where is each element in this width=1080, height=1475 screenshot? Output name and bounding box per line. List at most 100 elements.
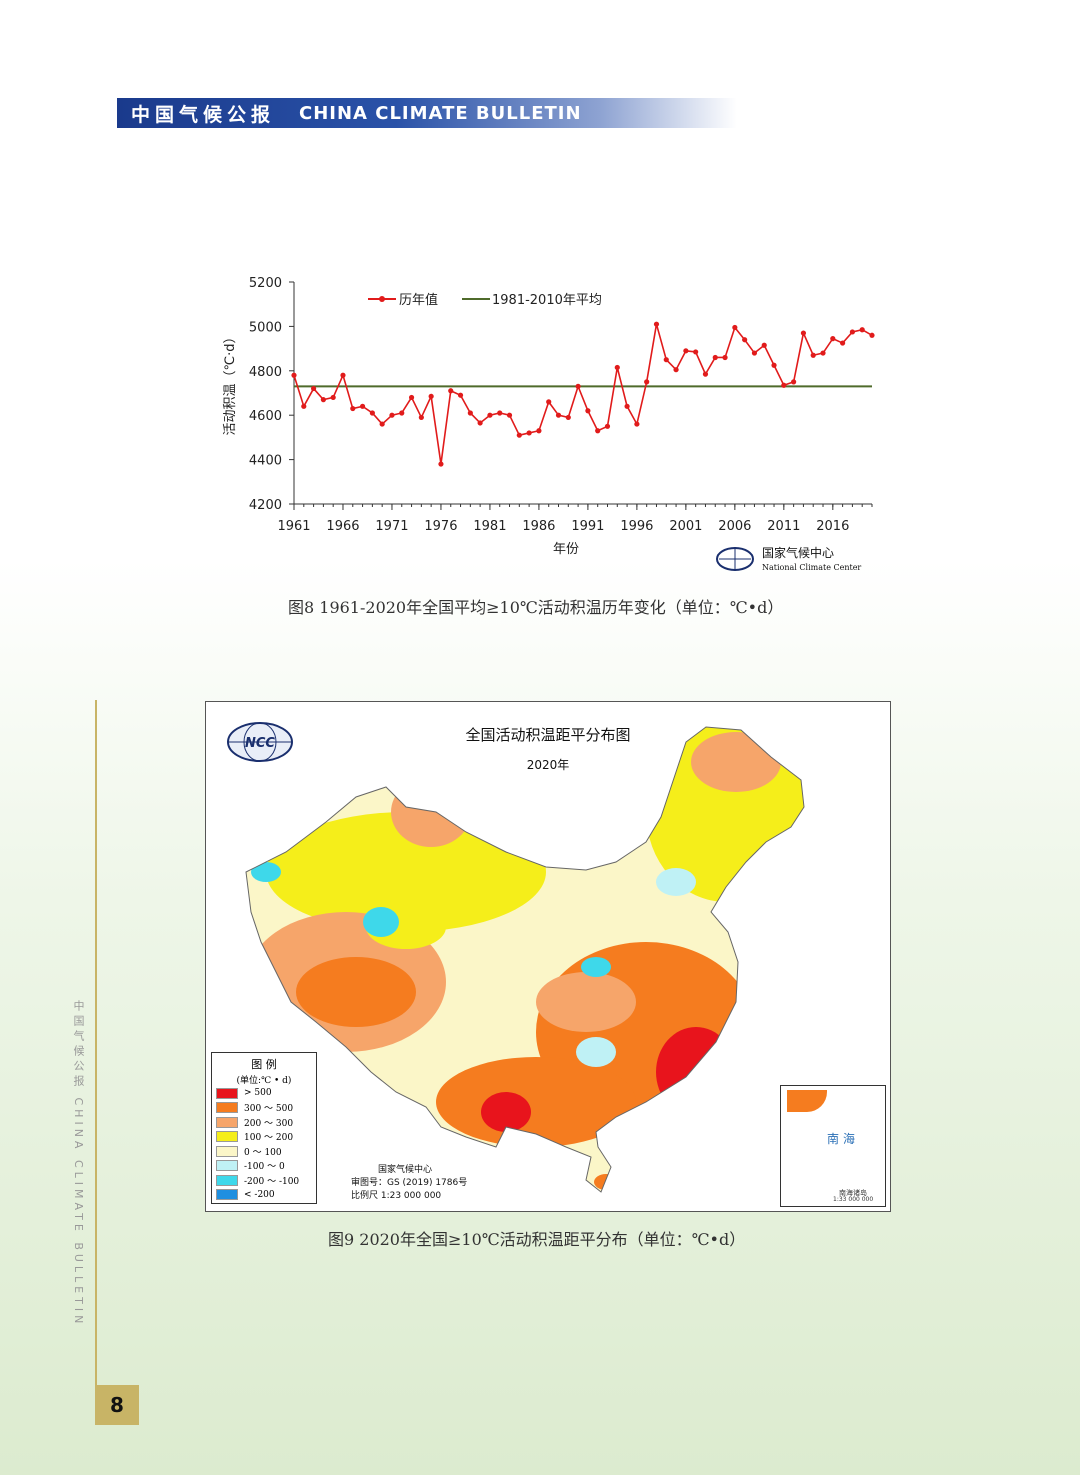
map-region [576,1037,616,1067]
x-tick-label: 1966 [326,519,359,534]
map-region [266,812,546,932]
data-point [526,430,532,436]
data-point [663,357,669,363]
side-rule [95,700,97,1390]
map-region [656,868,696,896]
data-point [644,379,650,385]
legend-label: > 500 [244,1088,272,1099]
data-point [585,408,591,414]
data-point [497,410,503,416]
legend-item: 200 ～ 300 [212,1115,316,1130]
data-point [428,393,434,399]
legend-swatch [216,1087,238,1099]
legend-label: -100 ～ 0 [244,1162,285,1173]
data-point [418,414,424,421]
data-point [614,364,620,371]
data-point [448,388,454,394]
legend-item: 300 ～ 500 [212,1101,316,1116]
data-point [820,350,826,356]
data-point [477,420,483,426]
data-point [487,412,493,418]
figure9-caption: 图9 2020年全国≥10℃活动积温距平分布（单位：℃•d） [328,1230,746,1249]
legend-swatch [216,1102,238,1114]
header-title-en: CHINA CLIMATE BULLETIN [299,102,582,124]
data-point [301,403,307,409]
map-logo: NCC [227,722,293,762]
y-tick-label: 4800 [249,365,282,380]
data-point [467,410,473,416]
header-title-cn: 中国气候公报 [131,103,276,126]
data-point [869,332,875,338]
map-region [691,732,781,792]
data-point [546,399,552,405]
data-point [369,410,375,416]
data-point [859,327,865,333]
x-tick-label: 2001 [669,519,702,534]
legend-label: -200 ～ -100 [244,1176,300,1187]
x-tick-label: 1981 [473,519,506,534]
legend-item: < -200 [212,1188,316,1203]
data-point [389,412,395,418]
data-point [624,403,630,409]
data-point [359,403,366,409]
map-region [536,972,636,1032]
legend-unit: (单位:℃ • d) [236,1076,292,1086]
data-point [291,372,297,378]
page-number: 8 [95,1385,139,1425]
data-point [810,352,816,358]
map-region [296,957,416,1027]
map-region [363,907,399,937]
data-point [683,348,689,354]
legend-title: 图 例 [251,1058,277,1071]
chart-legend: 历年值 1981-2010年平均 [368,292,602,308]
logo-text-en: National Climate Center [762,563,861,572]
legend-label: 100 ～ 200 [244,1133,294,1144]
data-point [516,432,522,438]
x-tick-label: 2011 [767,519,800,534]
data-point [506,412,513,418]
map-region [251,862,281,882]
y-tick-label: 4600 [249,409,282,424]
x-tick-label: 2016 [816,519,849,534]
map-credit-org: 国家气候中心 [378,1165,433,1175]
data-point [761,342,767,348]
data-point [330,394,336,401]
x-tick-label: 1961 [277,519,310,534]
data-point [742,337,748,343]
data-point [840,340,846,346]
legend-swatch [216,1174,238,1186]
data-point [595,428,601,434]
map-legend: 图 例 (单位:℃ • d) > 500 300 ～ 500 200 ～ 300 10… [211,1052,317,1204]
legend-label-average: 1981-2010年平均 [492,293,602,308]
legend-label-annual: 历年值 [399,292,438,308]
china-map [245,726,805,1193]
map-title: 全国活动积温距平分布图 [465,726,631,744]
data-point [751,350,758,356]
legend-item: -100 ～ 0 [212,1159,316,1174]
data-point [791,379,797,385]
y-tick-label: 4200 [249,498,282,513]
legend-label: 200 ～ 300 [244,1118,294,1129]
data-point [722,354,728,361]
x-tick-label: 1996 [620,519,653,534]
data-point [693,349,699,355]
ncc-logo: 国家气候中心 National Climate Center [716,545,861,572]
data-point [830,336,836,342]
x-tick-label: 2006 [718,519,751,534]
map-region [594,1174,618,1190]
x-tick-label: 1976 [424,519,457,534]
legend-item: 0 ～ 100 [212,1144,316,1159]
annual-series-line [293,323,873,465]
inset-note: 南海诸岛 [839,1189,867,1197]
legend-marker-annual [379,296,385,302]
inset-scale: 1:33 000 000 [833,1196,874,1203]
legend-swatch [216,1189,238,1201]
legend-item: 100 ～ 200 [212,1130,316,1145]
y-tick-label: 5000 [249,320,282,335]
data-point [350,405,356,412]
map-year: 2020年 [526,758,570,772]
map-region [391,777,471,847]
x-tick-label: 1986 [522,519,555,534]
legend-label: < -200 [244,1189,275,1200]
y-axis-label: 活动积温（℃·d） [223,331,238,436]
